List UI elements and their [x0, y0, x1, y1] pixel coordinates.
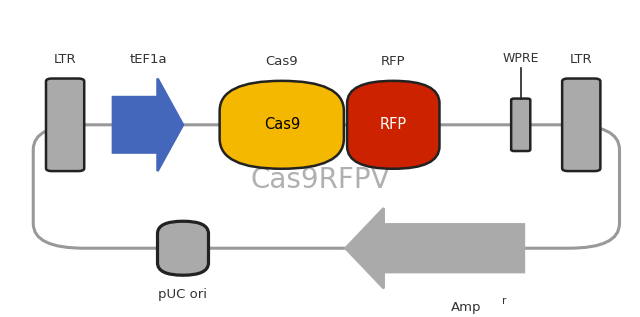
Text: WPRE: WPRE: [502, 52, 539, 65]
FancyBboxPatch shape: [220, 81, 344, 169]
Text: tEF1a: tEF1a: [129, 53, 167, 66]
Text: RFP: RFP: [380, 117, 407, 132]
Text: RFP: RFP: [381, 55, 406, 68]
Text: pUC ori: pUC ori: [159, 288, 207, 301]
Text: LTR: LTR: [570, 53, 593, 66]
Text: Cas9: Cas9: [264, 117, 300, 132]
FancyBboxPatch shape: [347, 81, 440, 169]
FancyBboxPatch shape: [157, 221, 209, 275]
FancyBboxPatch shape: [562, 79, 600, 171]
FancyArrow shape: [113, 79, 183, 171]
FancyArrow shape: [346, 208, 524, 288]
Text: Amp: Amp: [451, 301, 482, 314]
Text: Cas9: Cas9: [266, 55, 298, 68]
FancyBboxPatch shape: [511, 99, 531, 151]
Text: LTR: LTR: [54, 53, 76, 66]
FancyBboxPatch shape: [46, 79, 84, 171]
Text: Cas9RFPV: Cas9RFPV: [250, 166, 390, 194]
Text: r: r: [502, 296, 506, 306]
